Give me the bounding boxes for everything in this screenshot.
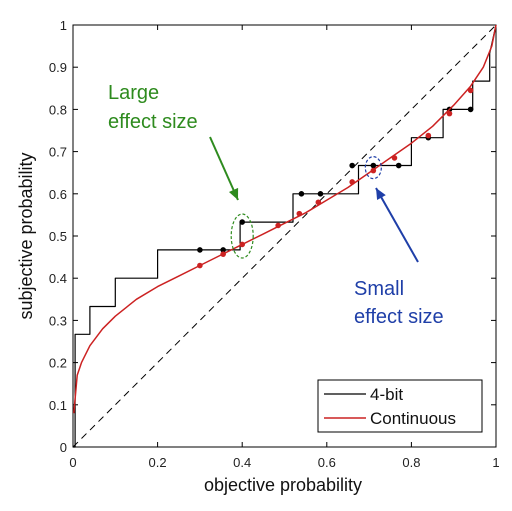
series-point-4bit-6 (370, 162, 377, 169)
annotation-small-line1: Small (354, 278, 404, 300)
series-point-continuous-4 (296, 210, 303, 217)
series-point-4bit-10 (467, 106, 474, 113)
large-effect-arrow-shaft (209, 136, 239, 201)
x-tick-label-5: 1 (492, 455, 499, 470)
small-effect-arrow-shaft (375, 187, 419, 263)
series-point-continuous-7 (370, 167, 377, 174)
y-tick-label-6: 0.6 (49, 187, 67, 202)
x-tick-label-4: 0.8 (402, 455, 420, 470)
y-tick-label-8: 0.8 (49, 102, 67, 117)
series-point-continuous-6 (349, 179, 355, 185)
series-point-4bit-1 (220, 247, 226, 253)
series-point-4bit-2 (239, 219, 245, 225)
series-point-4bit-7 (395, 162, 402, 169)
series-point-4bit-3 (298, 191, 305, 197)
large-effect-arrow-head (228, 187, 239, 200)
series-point-continuous-3 (275, 222, 281, 229)
annotation-small: Small effect size (354, 278, 444, 328)
y-tick-label-4: 0.4 (49, 271, 67, 286)
series-point-4bit-5 (349, 162, 355, 169)
x-tick-label-3: 0.6 (318, 455, 336, 470)
series-point-continuous-2 (239, 241, 245, 248)
series-point-4bit-0 (197, 247, 203, 253)
y-tick-label-3: 0.3 (49, 313, 67, 328)
small-effect-ellipse (364, 156, 382, 180)
series-line-continuous (73, 24, 497, 414)
series-point-continuous-9 (425, 132, 432, 139)
legend-label-4bit: 4-bit (370, 385, 403, 404)
x-tick-label-2: 0.4 (233, 455, 251, 470)
y-tick-label-2: 0.2 (49, 356, 67, 371)
y-tick-label-7: 0.7 (49, 145, 67, 160)
small-effect-arrow-head (376, 188, 386, 201)
y-tick-label-10: 1 (60, 18, 67, 33)
annotation-large: Large effect size (108, 82, 198, 133)
y-tick-label-5: 0.5 (49, 229, 67, 244)
legend: 4-bit Continuous (317, 379, 483, 433)
large-effect-ellipse (230, 213, 254, 259)
series-point-continuous-11 (467, 87, 474, 94)
annotation-small-line2: effect size (354, 306, 444, 328)
series-point-continuous-0 (197, 262, 203, 269)
series-point-continuous-8 (391, 155, 398, 161)
series-point-continuous-5 (315, 199, 322, 206)
plot-area: 0 0.2 0.4 0.6 0.8 1 0 0.1 0.2 0.3 0.4 0.5 0.6 0.7 0.8 0… (49, 18, 500, 470)
series-point-4bit-4 (317, 191, 324, 197)
diagonal-reference-line (72, 24, 497, 448)
annotation-large-line1: Large (108, 82, 159, 104)
y-axis-label: subjective probability (16, 152, 36, 319)
y-tick-label-1: 0.1 (49, 398, 67, 413)
y-tick-label-9: 0.9 (49, 60, 67, 75)
x-tick-label-0: 0 (69, 455, 76, 470)
series-point-continuous-1 (220, 251, 226, 257)
y-tick-label-0: 0 (60, 440, 67, 455)
legend-box (317, 379, 483, 433)
annotation-large-line2: effect size (108, 111, 198, 133)
series-point-continuous-10 (446, 110, 453, 117)
x-axis-label: objective probability (204, 475, 362, 495)
legend-label-continuous: Continuous (370, 409, 456, 428)
x-tick-label-1: 0.2 (149, 455, 167, 470)
